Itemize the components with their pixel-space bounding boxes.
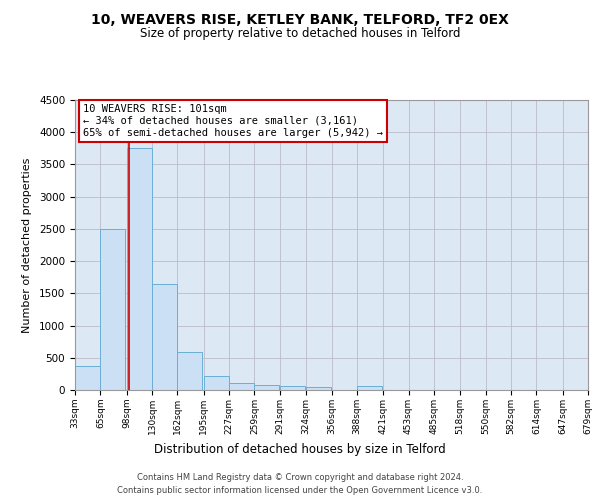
Bar bbox=[357, 386, 382, 390]
Bar bbox=[100, 229, 125, 390]
Bar bbox=[203, 376, 229, 390]
Text: Contains public sector information licensed under the Open Government Licence v3: Contains public sector information licen… bbox=[118, 486, 482, 495]
Text: Distribution of detached houses by size in Telford: Distribution of detached houses by size … bbox=[154, 442, 446, 456]
Bar bbox=[254, 385, 280, 390]
Text: Contains HM Land Registry data © Crown copyright and database right 2024.: Contains HM Land Registry data © Crown c… bbox=[137, 472, 463, 482]
Bar bbox=[127, 148, 152, 390]
Bar bbox=[75, 366, 100, 390]
Bar bbox=[306, 388, 331, 390]
Bar bbox=[280, 386, 305, 390]
Text: 10 WEAVERS RISE: 101sqm
← 34% of detached houses are smaller (3,161)
65% of semi: 10 WEAVERS RISE: 101sqm ← 34% of detache… bbox=[83, 104, 383, 138]
Bar bbox=[229, 383, 254, 390]
Text: 10, WEAVERS RISE, KETLEY BANK, TELFORD, TF2 0EX: 10, WEAVERS RISE, KETLEY BANK, TELFORD, … bbox=[91, 12, 509, 26]
Text: Size of property relative to detached houses in Telford: Size of property relative to detached ho… bbox=[140, 28, 460, 40]
Y-axis label: Number of detached properties: Number of detached properties bbox=[22, 158, 32, 332]
Bar bbox=[152, 284, 177, 390]
Bar bbox=[178, 352, 202, 390]
